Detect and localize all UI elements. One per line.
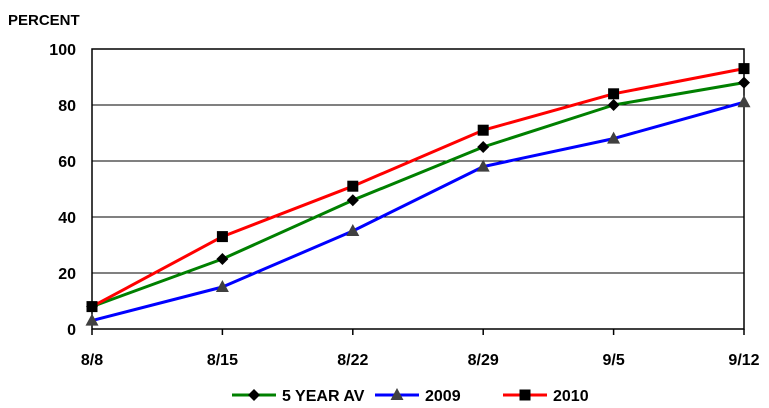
legend-marker [519, 389, 531, 401]
data-point [477, 124, 489, 136]
legend-item: 2009 [375, 388, 461, 405]
y-tick-label: 0 [67, 322, 76, 339]
legend-marker [390, 388, 404, 400]
x-tick-label: 8/8 [81, 352, 103, 369]
legend: 5 YEAR AV 2009 2010 [232, 388, 589, 405]
data-point [607, 99, 620, 111]
data-point [738, 76, 750, 89]
series-lines [85, 63, 751, 326]
data-point [608, 88, 620, 100]
data-point [215, 280, 229, 292]
y-tick-label: 60 [58, 154, 76, 171]
y-axis-ticks: 0 20 40 60 80 100 [49, 42, 76, 339]
gridlines [92, 104, 744, 274]
data-point [347, 180, 359, 192]
series-2010 [86, 63, 750, 313]
y-tick-label: 80 [58, 98, 76, 115]
plot-area [91, 48, 745, 330]
legend-label: 5 YEAR AV [282, 388, 365, 405]
data-point [85, 313, 99, 326]
legend-marker [248, 389, 260, 401]
x-tick-label: 9/5 [602, 352, 624, 369]
series-5-year-av [86, 76, 750, 313]
y-tick-label: 40 [58, 210, 76, 227]
data-point [346, 194, 359, 207]
data-point [477, 141, 490, 153]
data-point [476, 159, 490, 172]
y-tick-label: 20 [58, 266, 76, 283]
y-axis-label: PERCENT [8, 12, 80, 29]
legend-label: 2010 [553, 388, 589, 405]
series-line [91, 67, 745, 308]
data-point [86, 301, 98, 313]
x-tick-label: 8/22 [337, 352, 368, 369]
x-tick-label: 8/15 [207, 352, 238, 369]
data-point [216, 253, 229, 265]
x-tick-label: 8/29 [468, 352, 499, 369]
data-point [216, 231, 228, 243]
data-point [738, 63, 750, 75]
x-axis-ticks: 8/8 8/15 8/22 8/29 9/5 9/12 [81, 329, 760, 369]
series-line [91, 100, 745, 323]
series-line [91, 81, 745, 309]
legend-item: 5 YEAR AV [232, 388, 365, 405]
legend-label: 2009 [425, 388, 461, 405]
legend-item: 2010 [503, 388, 589, 405]
y-tick-label: 100 [49, 42, 76, 59]
data-point [346, 224, 360, 236]
data-point [607, 131, 621, 144]
series-2009 [85, 95, 751, 326]
x-tick-label: 9/12 [728, 352, 759, 369]
data-point [737, 95, 751, 108]
